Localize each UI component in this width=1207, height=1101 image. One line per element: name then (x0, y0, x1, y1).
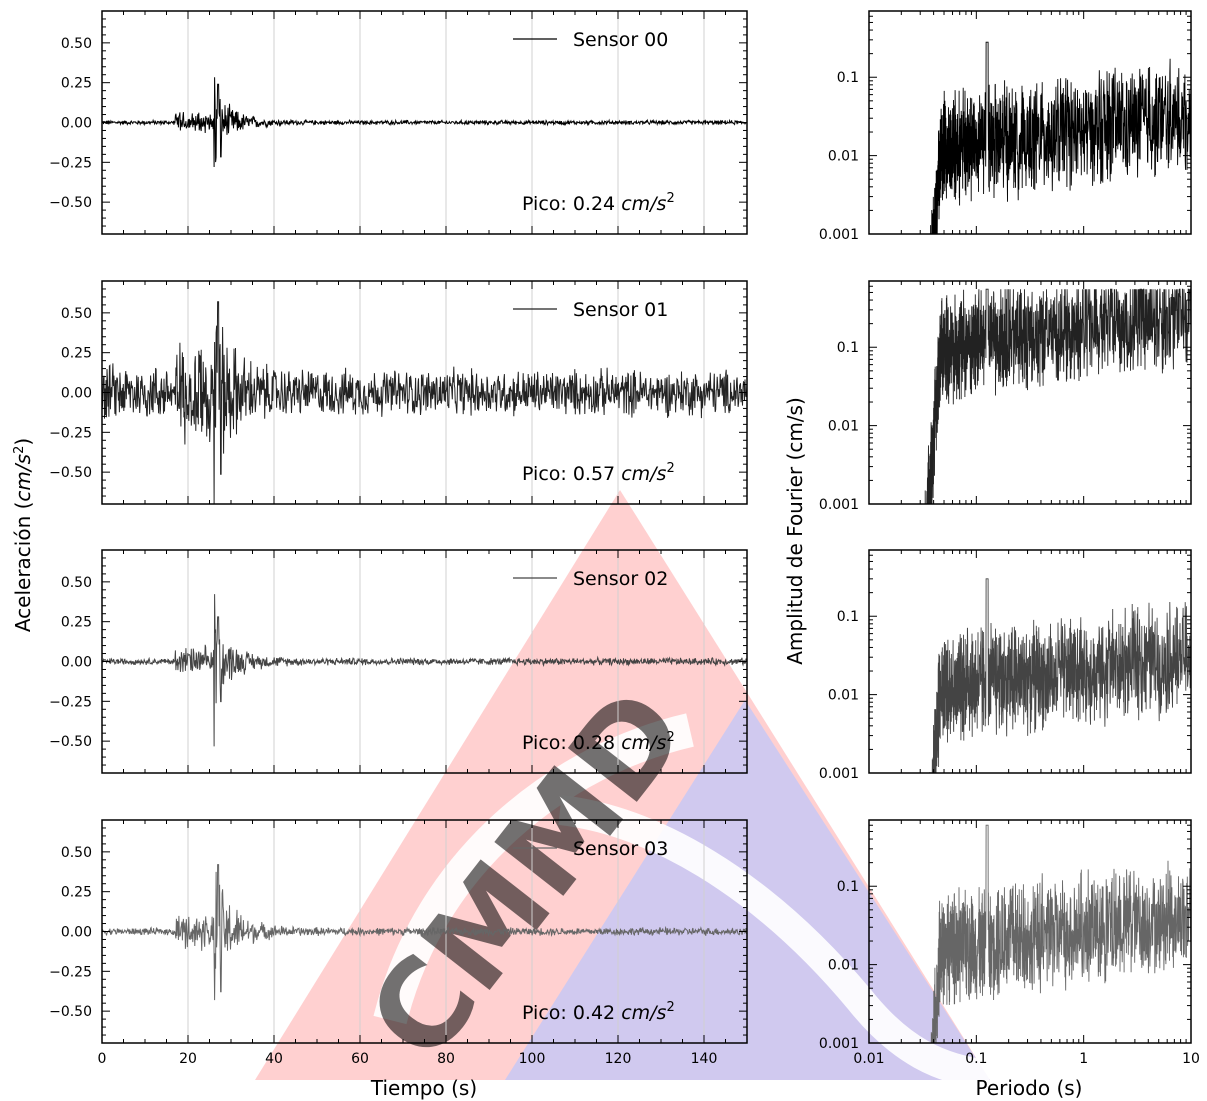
time-panel-3: 0.50 0.25 0.00 −0.25 −0.50 0 20 40 60 80 100 120 140… (49, 819, 748, 1067)
x-tick-label: 10 (1182, 1051, 1200, 1067)
y-tick-label: 0.25 (61, 885, 92, 901)
fourier-line-sensor-00 (929, 41, 1191, 234)
fourier-y-axis-label: Amplitud de Fourier (cm/s) (783, 397, 807, 665)
y-tick-label: 0.001 (819, 1036, 859, 1052)
y-tick-label: 0.25 (61, 76, 92, 92)
legend-label: Sensor 03 (573, 838, 668, 860)
x-tick-label: 120 (605, 1051, 632, 1067)
series-line-sensor-03 (102, 864, 747, 1001)
fourier-panel-1: 0.1 0.01 0.001 (819, 280, 1192, 513)
y-tick-label: 0.50 (61, 575, 92, 591)
y-tick-label: 0.25 (61, 615, 92, 631)
y-tick-label: 0.01 (828, 688, 859, 704)
fourier-x-axis-label: Periodo (s) (976, 1076, 1083, 1100)
legend-label: Sensor 02 (573, 568, 668, 590)
watermark-white-arc (373, 713, 694, 1025)
time-panel-0: 0.50 0.25 0.00 −0.25 −0.50 Sensor 00 Pico: 0.2… (49, 10, 748, 235)
y-tick-label: 0.001 (819, 497, 859, 513)
peak-label: Pico: 0.28 cm/s2 (522, 730, 675, 754)
axes-frame (868, 819, 1192, 1044)
series-line-sensor-00 (102, 77, 747, 168)
series-line-sensor-01 (102, 301, 747, 504)
x-tick-label: 60 (351, 1051, 369, 1067)
y-tick-label: 0.01 (828, 149, 859, 165)
y-tick-label: 0.001 (819, 227, 859, 243)
y-tick-label: −0.50 (49, 195, 92, 211)
x-tick-label: 40 (265, 1051, 283, 1067)
fourier-line-sensor-03 (929, 824, 1191, 1043)
y-tick-label: 0.1 (837, 340, 859, 356)
y-tick-label: 0.00 (61, 925, 92, 941)
time-y-axis-label: Aceleración (cm/s2) (11, 438, 35, 632)
y-tick-label: 0.00 (61, 655, 92, 671)
y-tick-label: −0.50 (49, 734, 92, 750)
fourier-line-sensor-01 (924, 288, 1191, 504)
y-tick-label: 0.50 (61, 845, 92, 861)
watermark-white-wave (558, 795, 992, 1090)
time-panel-1: 0.50 0.25 0.00 −0.25 −0.50 Sensor 01 Pico: 0.5… (49, 280, 748, 505)
x-tick-label: 80 (437, 1051, 455, 1067)
y-tick-label: −0.50 (49, 465, 92, 481)
y-tick-label: −0.25 (49, 694, 92, 710)
x-tick-label: 100 (519, 1051, 546, 1067)
y-tick-label: 0.00 (61, 386, 92, 402)
y-tick-label: 0.50 (61, 306, 92, 322)
y-tick-label: 0.25 (61, 346, 92, 362)
time-x-axis-label: Tiempo (s) (370, 1076, 477, 1100)
y-tick-label: −0.25 (49, 964, 92, 980)
axes-frame (868, 280, 1192, 505)
x-tick-label: 0 (98, 1051, 107, 1067)
panels: 0.50 0.25 0.00 −0.25 −0.50 Sensor 00 Pico: 0.2… (49, 10, 1200, 1067)
legend-label: Sensor 01 (573, 299, 668, 321)
time-panel-2: 0.50 0.25 0.00 −0.25 −0.50 Sensor 02 Pico: 0.2… (49, 549, 748, 774)
axis-labels: Aceleración (cm/s2) Tiempo (s) Amplitud … (11, 397, 1082, 1100)
x-tick-label: 1 (1079, 1051, 1088, 1067)
series-line-sensor-02 (102, 594, 747, 747)
x-tick-label: 20 (179, 1051, 197, 1067)
y-tick-label: 0.001 (819, 766, 859, 782)
y-tick-label: 0.50 (61, 36, 92, 52)
y-tick-label: −0.50 (49, 1004, 92, 1020)
y-tick-label: 0.1 (837, 70, 859, 86)
y-tick-label: 0.01 (828, 958, 859, 974)
x-tick-label: 140 (691, 1051, 718, 1067)
axes-frame (868, 10, 1192, 235)
fourier-panel-2: 0.1 0.01 0.001 (819, 549, 1192, 782)
x-tick-label: 0.01 (853, 1051, 884, 1067)
y-tick-label: −0.25 (49, 425, 92, 441)
legend-label: Sensor 00 (573, 29, 668, 51)
axes-frame (868, 549, 1192, 774)
y-tick-label: 0.1 (837, 609, 859, 625)
peak-label: Pico: 0.42 cm/s2 (522, 1000, 675, 1024)
y-tick-label: 0.1 (837, 879, 859, 895)
y-tick-label: −0.25 (49, 155, 92, 171)
peak-label: Pico: 0.57 cm/s2 (522, 461, 675, 485)
peak-label: Pico: 0.24 cm/s2 (522, 191, 675, 215)
y-tick-label: 0.00 (61, 116, 92, 132)
x-tick-label: 0.1 (965, 1051, 987, 1067)
fourier-panel-0: 0.1 0.01 0.001 (819, 10, 1192, 243)
fourier-line-sensor-02 (929, 578, 1191, 773)
y-tick-label: 0.01 (828, 419, 859, 435)
